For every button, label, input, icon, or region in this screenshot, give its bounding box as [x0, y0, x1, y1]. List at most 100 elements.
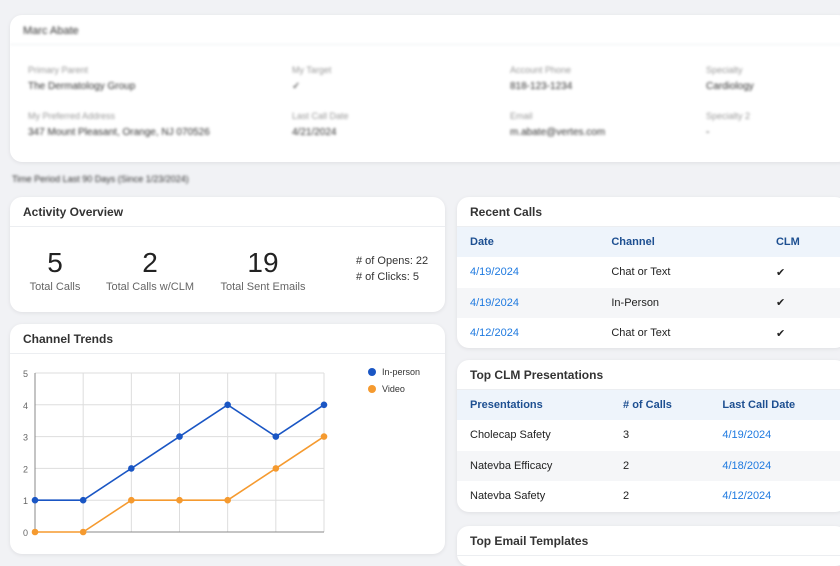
field-value: 347 Mount Pleasant, Orange, NJ 070526	[28, 127, 210, 138]
field-account-phone: Account Phone 818-123-1234	[510, 65, 572, 92]
table-cell: ✔	[775, 327, 786, 340]
data-point	[176, 433, 183, 440]
field-value: ✓	[292, 81, 301, 92]
email-title: Top Email Templates	[457, 526, 840, 556]
account-card: Marc Abate Primary Parent The Dermatology…	[10, 15, 840, 162]
field-label: Specialty 2	[706, 111, 751, 121]
field-my-target: My Target ✓	[292, 65, 331, 92]
field-value: The Dermatology Group	[28, 81, 136, 92]
field-last-call-date: Last Call Date 4/21/2024	[292, 111, 349, 138]
stat-label: Total Calls	[29, 281, 81, 293]
stat-label: Total Sent Emails	[220, 281, 306, 293]
table-cell: Natevba Efficacy	[457, 450, 611, 481]
field-specialty-2: Specialty 2 -	[706, 111, 750, 138]
y-tick-label: 4	[23, 401, 28, 411]
stat-value: 19	[247, 247, 279, 278]
data-point	[128, 496, 135, 504]
data-point	[320, 401, 328, 409]
activity-title: Activity Overview	[10, 197, 445, 227]
field-label: My Target	[292, 65, 332, 75]
account-name: Marc Abate	[10, 15, 840, 45]
data-point	[224, 496, 231, 504]
field-label: Email	[510, 111, 533, 121]
channel-trends-chart: 0 1 2 3 4 5 In-person Video	[23, 367, 420, 538]
table-cell[interactable]: 4/19/2024	[457, 287, 599, 318]
y-tick-label: 1	[23, 496, 28, 506]
recent-calls-card: Recent Calls Date Channel CLM 4/19/2024 Chat…	[457, 197, 840, 348]
table-row: 4/19/2024 In-Person ✔	[457, 287, 840, 318]
legend-marker	[368, 385, 376, 393]
field-primary-parent: Primary Parent The Dermatology Group	[28, 65, 135, 92]
table-cell: Chat or Text	[611, 266, 671, 279]
legend-label: Video	[382, 384, 405, 394]
field-label: Primary Parent	[28, 65, 89, 75]
stat-label: Total Calls w/CLM	[105, 281, 195, 293]
column-header[interactable]: CLM	[762, 227, 840, 257]
stat-total-emails: 19 Total Sent Emails	[203, 247, 323, 293]
data-point	[31, 528, 39, 536]
chart-title: Channel Trends	[10, 324, 445, 354]
y-tick-label: 5	[23, 369, 28, 379]
legend-marker	[368, 368, 376, 376]
stat-value: 2	[142, 247, 158, 278]
data-point	[31, 496, 39, 504]
field-value: 818-123-1234	[510, 81, 573, 92]
data-point	[320, 433, 328, 440]
table-row: 4/12/2024 Chat or Text ✔	[457, 318, 840, 348]
field-value: -	[706, 127, 710, 138]
stat-value: 5	[47, 247, 63, 278]
opens-count: # of Opens: 22	[356, 255, 429, 267]
recent-calls-title: Recent Calls	[457, 197, 840, 227]
table-row: 4/19/2024 Chat or Text ✔	[457, 257, 840, 288]
table-cell[interactable]: 4/19/2024	[470, 266, 519, 279]
field-value: m.abate@vertes.com	[510, 127, 606, 138]
y-tick-label: 0	[23, 528, 28, 538]
field-specialty: Specialty Cardiology	[706, 65, 754, 92]
stat-total-calls-clm: 2 Total Calls w/CLM	[90, 247, 210, 293]
time-period: Time Period Last 90 Days (Since 1/23/202…	[12, 174, 189, 184]
clm-table: Presentations # of Calls Last Call Date Cho…	[457, 390, 840, 512]
table-cell[interactable]: 4/12/2024	[470, 327, 519, 340]
table-cell: Cholecap Safety	[470, 429, 551, 442]
field-email: Email m.abate@vertes.com	[510, 111, 605, 138]
table-cell: ✔	[775, 266, 786, 279]
data-point	[272, 465, 280, 472]
table-cell: Chat or Text	[611, 327, 671, 340]
column-header[interactable]: Last Call Date	[709, 390, 840, 420]
table-cell: Natevba Safety	[470, 490, 546, 503]
column-header[interactable]: Date	[457, 227, 599, 257]
data-point	[176, 496, 183, 504]
table-cell[interactable]: 4/18/2024	[709, 450, 840, 481]
data-point	[79, 496, 87, 504]
clm-title: Top CLM Presentations	[457, 360, 840, 390]
table-cell: 2	[623, 490, 630, 503]
field-my-preferred-address: My Preferred Address 347 Mount Pleasant, …	[28, 111, 210, 138]
data-point	[128, 465, 135, 472]
table-cell[interactable]: 4/19/2024	[722, 429, 772, 442]
table-cell[interactable]: 4/12/2024	[722, 490, 772, 503]
clm-card: Top CLM Presentations Presentations # of …	[457, 360, 840, 512]
y-tick-label: 3	[23, 433, 28, 443]
column-header[interactable]: Presentations	[457, 390, 611, 420]
table-cell: In-Person	[598, 287, 763, 318]
data-point	[79, 528, 87, 536]
activity-overview-card: Activity Overview 5 Total Calls 2 Total Ca…	[10, 197, 445, 312]
y-tick-label: 2	[23, 464, 28, 474]
table-row: Natevba Safety 2 4/12/2024	[457, 481, 840, 512]
table-row: Cholecap Safety 3 4/19/2024	[457, 420, 840, 451]
column-header[interactable]: Channel	[598, 227, 763, 257]
field-label: Account Phone	[510, 65, 572, 75]
stat-total-calls: 5 Total Calls	[10, 247, 115, 293]
field-label: Specialty	[706, 65, 743, 75]
table-row: Natevba Efficacy 2 4/18/2024	[457, 450, 840, 481]
field-label: Last Call Date	[292, 111, 349, 121]
clicks-count: # of Clicks: 5	[356, 271, 419, 283]
column-header[interactable]: # of Calls	[610, 390, 710, 420]
data-point	[224, 401, 231, 409]
table-cell: 2	[610, 450, 710, 481]
table-cell: ✔	[762, 287, 840, 318]
field-label: My Preferred Address	[28, 111, 116, 121]
recent-calls-table: Date Channel CLM 4/19/2024 Chat or Text ✔ 4/19…	[457, 227, 840, 348]
field-value[interactable]: 4/21/2024	[292, 127, 337, 138]
email-templates-card: Top Email Templates	[457, 526, 840, 566]
